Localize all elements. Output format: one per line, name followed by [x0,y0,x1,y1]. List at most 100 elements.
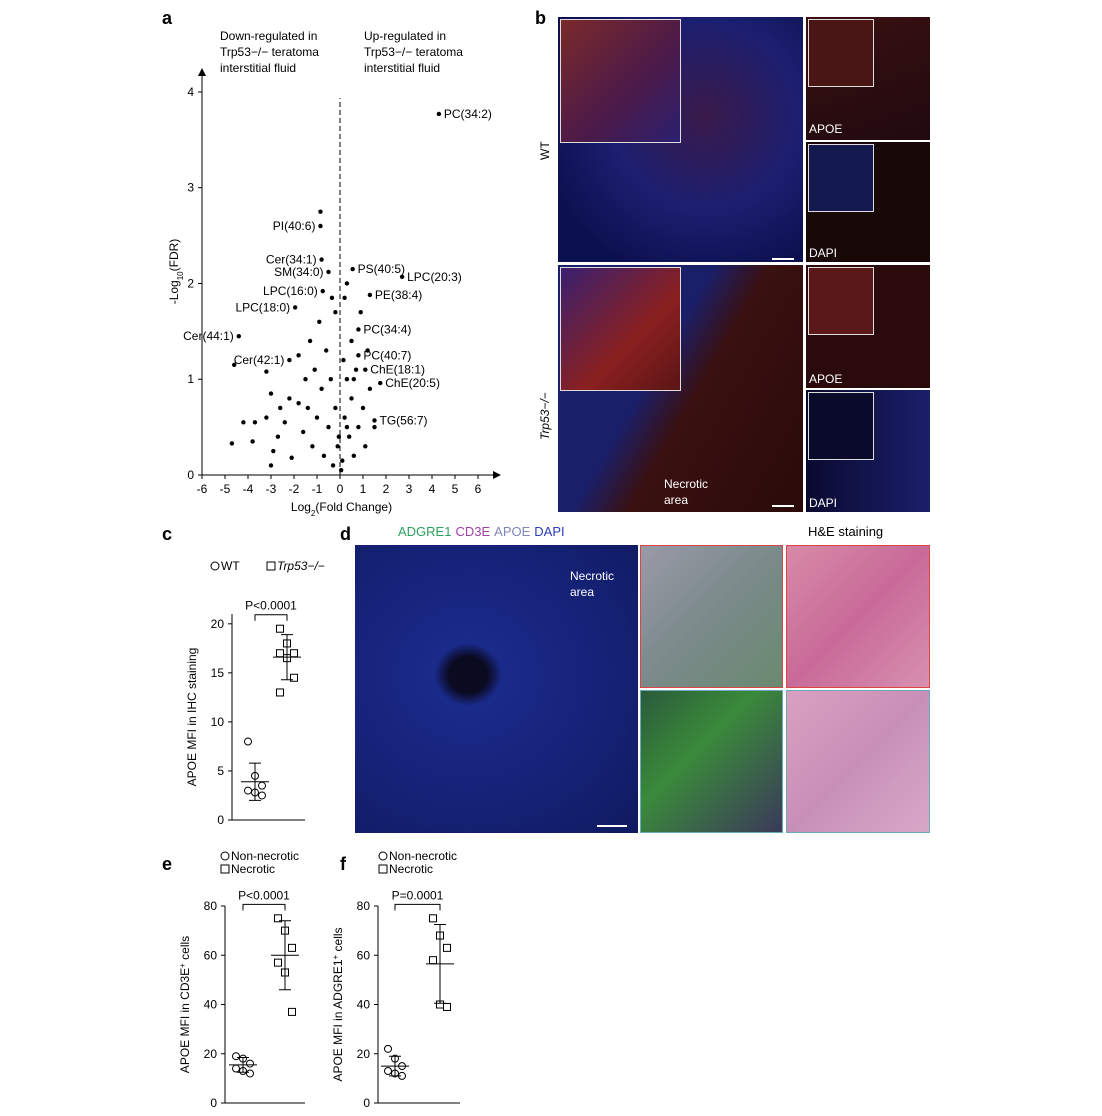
x-tick-label: -2 [289,482,300,496]
error-bar [249,762,261,801]
point-label: PC(40:7) [363,348,411,362]
point [292,305,298,310]
point [356,353,361,358]
point [321,453,327,459]
x-tick-label: 6 [475,482,482,496]
point [324,348,329,353]
channel-label: DAPI [809,496,838,510]
point-label: PS(40:5) [358,262,405,276]
point [287,357,292,363]
region-label-line: area [570,585,595,599]
inset [640,545,783,688]
point [264,369,269,374]
axis-title-part: Log [291,500,311,514]
axis-title-part: 10 [176,271,185,280]
annotation: Down-regulated in [220,29,317,43]
point-label: Cer(44:1) [183,329,234,343]
scale-bar [772,258,794,260]
point [232,362,237,368]
point [301,429,306,435]
point [342,415,347,420]
row-label: Trp53−/− [538,392,552,440]
point [333,310,338,315]
point [258,791,266,800]
axis-title-part: APOE MFI in ADGRE1 [331,959,345,1081]
inset [560,267,681,391]
error-bar [281,634,293,681]
point-label: SM(34:0) [274,265,323,279]
point [288,1007,296,1016]
stain-label: H&E staining [808,524,884,539]
point [443,1002,451,1011]
panel-letter: c [162,524,172,544]
error-bar [279,920,291,991]
point [363,444,368,449]
inset [808,392,874,460]
annotation: Up-regulated in [364,29,446,43]
point [344,377,350,382]
point-label: LPC(18:0) [235,300,290,314]
point [384,1066,392,1075]
point-label: PI(40:6) [273,219,316,233]
y-tick-label: 20 [357,1047,371,1061]
y-tick-label: 3 [187,181,194,195]
axis-title: -Log10(FDR) [167,239,185,305]
legend-label: Necrotic [389,862,433,876]
y-tick-label: 40 [204,998,218,1012]
point [429,956,437,965]
point [344,424,350,430]
axis-title-part: (Fold Change) [315,500,392,514]
x-tick-label: 5 [452,482,459,496]
point [232,1052,240,1061]
scale-bar [597,825,627,827]
row-label: WT [538,141,552,160]
micrograph [355,545,638,833]
point [443,943,451,952]
scale-bar [772,505,794,507]
point [268,463,274,468]
p-bracket [394,903,441,911]
x-tick-label: -4 [243,482,254,496]
point [290,649,298,658]
point [296,353,301,358]
y-tick-label: 80 [357,899,371,913]
x-tick-label: 1 [360,482,367,496]
p-value: P<0.0001 [238,888,290,902]
annotation: Trp53−/− teratoma [220,45,319,59]
channel-name: ADGRE1 [398,524,452,539]
panel-letter: a [162,8,173,28]
region-label-line: Necrotic [570,569,615,583]
point [303,377,308,382]
point [250,439,255,444]
point [274,958,282,967]
inset [808,144,874,212]
point [282,420,287,425]
point [307,338,313,344]
point-label: LPC(16:0) [263,284,318,298]
point-label: Cer(42:1) [234,353,285,367]
legend-symbol [378,851,388,861]
point [384,1044,392,1053]
panel-letter: e [162,854,172,874]
point [326,269,331,275]
point [232,1064,240,1073]
point [436,111,442,117]
legend-label: Non-necrotic [389,849,457,863]
point [372,418,377,423]
legend-symbol [220,851,230,861]
axis-title-part: -Log [167,280,181,304]
panel-letter: d [340,524,351,544]
panel-letter: f [340,854,347,874]
channel-label: APOE [809,372,843,386]
point [367,292,373,298]
axis-title-part: + [178,963,187,968]
point [252,420,258,425]
axis-arrow [493,471,501,479]
point-label: TG(56:7) [380,413,428,427]
x-tick-label: 2 [383,482,390,496]
x-tick-label: -5 [220,482,231,496]
p-value: P=0.0001 [392,888,444,902]
legend-label: Trp53−/− [277,559,325,573]
point [314,415,320,420]
